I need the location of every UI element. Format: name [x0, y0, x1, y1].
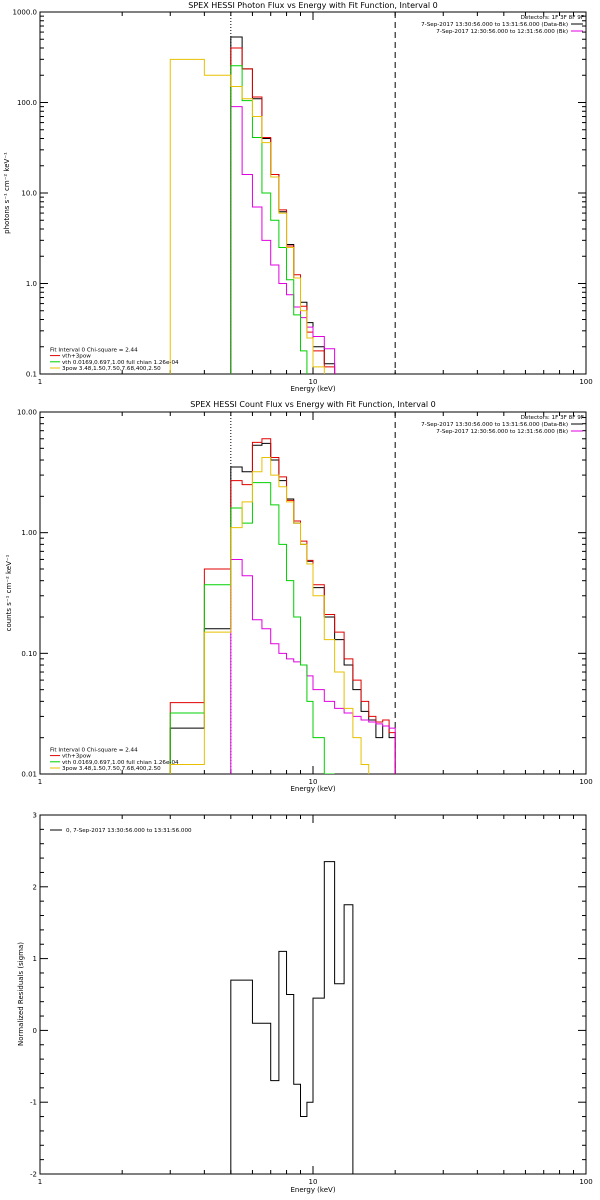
count-flux-legend-entry: 3pow 3.48,1.50,7.50,7.68,400,2.50: [62, 766, 161, 772]
photon-flux-series-yellow: [169, 58, 336, 374]
count-flux-y-tick-label: 10.00: [17, 409, 37, 417]
count-flux-y-tick-label: 0.01: [21, 771, 37, 779]
residuals-x-axis-label: Energy (keV): [290, 1186, 335, 1194]
count-flux-series-yellow: [169, 456, 370, 774]
photon-flux-y-tick-label: 1.0: [26, 280, 37, 288]
photon-flux-y-axis-label: photons s⁻¹ cm⁻² keV⁻¹: [3, 152, 11, 234]
residuals-y-ticks: [40, 814, 586, 1175]
photon-flux-x-tick-label: 100: [579, 378, 592, 386]
photon-flux-legend-entry: vth+3pow: [62, 354, 91, 360]
count-flux-y-ticks: [40, 417, 586, 775]
photon-flux-panel: SPEX HESSI Photon Flux vs Energy with Fi…: [3, 1, 593, 393]
photon-flux-x-tick-label: 10: [309, 378, 318, 386]
photon-flux-y-tick-label: 100.0: [17, 99, 37, 107]
residuals-x-tick-label: 100: [579, 1178, 592, 1186]
photon-flux-fit-info: Fit Interval 0 Chi-square = 2.44: [50, 347, 138, 353]
count-flux-legend-top: Detectors: 1F 3F 8F 9F7-Sep-2017 13:30:5…: [421, 415, 584, 435]
count-flux-legend-header: Detectors: 1F 3F 8F 9F: [521, 415, 584, 421]
count-flux-series-green: [169, 482, 335, 774]
residuals-y-tick-label: 2: [33, 883, 37, 891]
residuals-y-tick-label: -1: [30, 1099, 37, 1107]
residuals-y-tick-label: 3: [33, 812, 37, 820]
residuals-x-tick-label: 1: [38, 1178, 42, 1186]
count-flux-legend-entry: 7-Sep-2017 12:30:56.000 to 12:31:56.000 …: [436, 429, 568, 435]
photon-flux-legend-bottom: Fit Interval 0 Chi-square = 2.44vth+3pow…: [50, 347, 179, 372]
photon-flux-series-green: [230, 65, 314, 374]
residuals-x-ticks: [39, 815, 587, 1174]
photon-flux-title: SPEX HESSI Photon Flux vs Energy with Fi…: [188, 1, 438, 10]
count-flux-series-magenta: [230, 558, 396, 774]
photon-flux-legend-top: Detectors: 1F 3F 8F 9F7-Sep-2017 13:30:5…: [421, 15, 584, 35]
count-flux-fit-info: Fit Interval 0 Chi-square = 2.44: [50, 747, 138, 753]
residuals-legend-top: 0, 7-Sep-2017 13:30:56.000 to 13:31:56.0…: [50, 828, 192, 834]
count-flux-legend-entry: vth+3pow: [62, 754, 91, 760]
count-flux-panel: SPEX HESSI Count Flux vs Energy with Fit…: [5, 400, 593, 793]
photon-flux-legend-entry: 7-Sep-2017 13:30:56.000 to 13:31:56.000 …: [421, 22, 568, 28]
photon-flux-series-magenta: [230, 106, 336, 374]
photon-flux-legend-entry: 3pow 3.48,1.50,7.50,7.68,400,2.50: [62, 366, 161, 372]
photon-flux-legend-entry: vth 0.0169,0.697,1.00 full chian 1.26e-0…: [62, 360, 179, 366]
residuals-legend-entry: 0, 7-Sep-2017 13:30:56.000 to 13:31:56.0…: [66, 828, 192, 834]
count-flux-x-tick-label: 1: [38, 778, 42, 786]
residuals-y-tick-label: -2: [30, 1171, 37, 1179]
photon-flux-y-tick-label: 1000.0: [13, 9, 38, 17]
photon-flux-series-red: [230, 47, 336, 374]
photon-flux-x-ticks: [39, 12, 587, 374]
count-flux-legend-entry: vth 0.0169,0.697,1.00 full chian 1.26e-0…: [62, 760, 179, 766]
residuals-y-tick-label: 1: [33, 955, 37, 963]
photon-flux-y-tick-label: 10.0: [21, 190, 37, 198]
residuals-y-tick-label: 0: [33, 1027, 37, 1035]
count-flux-y-axis-label: counts s⁻¹ cm⁻² keV⁻¹: [5, 554, 13, 631]
count-flux-x-axis-label: Energy (keV): [290, 785, 335, 793]
photon-flux-series-black: [230, 36, 336, 374]
count-flux-x-tick-label: 100: [579, 778, 592, 786]
photon-flux-x-axis-label: Energy (keV): [290, 385, 335, 393]
residuals-plot-frame: [39, 814, 587, 1175]
photon-flux-x-tick-label: 1: [38, 378, 42, 386]
residuals-panel: Energy (keV) Normalized Residuals (sigma…: [17, 812, 593, 1195]
residuals-series-black: [230, 861, 354, 1174]
count-flux-x-tick-label: 10: [309, 778, 318, 786]
photon-flux-plot-frame: [39, 11, 587, 375]
photon-flux-legend-entry: 7-Sep-2017 12:30:56.000 to 12:31:56.000 …: [436, 29, 568, 35]
photon-flux-y-ticks: [40, 15, 586, 375]
count-flux-legend-entry: 7-Sep-2017 13:30:56.000 to 13:31:56.000 …: [421, 422, 568, 428]
count-flux-title: SPEX HESSI Count Flux vs Energy with Fit…: [190, 400, 435, 409]
count-flux-y-tick-label: 1.00: [21, 529, 37, 537]
residuals-x-tick-label: 10: [309, 1178, 318, 1186]
count-flux-legend-bottom: Fit Interval 0 Chi-square = 2.44vth+3pow…: [50, 747, 179, 772]
photon-flux-y-tick-label: 0.1: [26, 371, 37, 379]
count-flux-y-tick-label: 0.10: [21, 650, 37, 658]
residuals-y-axis-label: Normalized Residuals (sigma): [17, 942, 25, 1046]
photon-flux-legend-header: Detectors: 1F 3F 8F 9F: [521, 15, 584, 21]
